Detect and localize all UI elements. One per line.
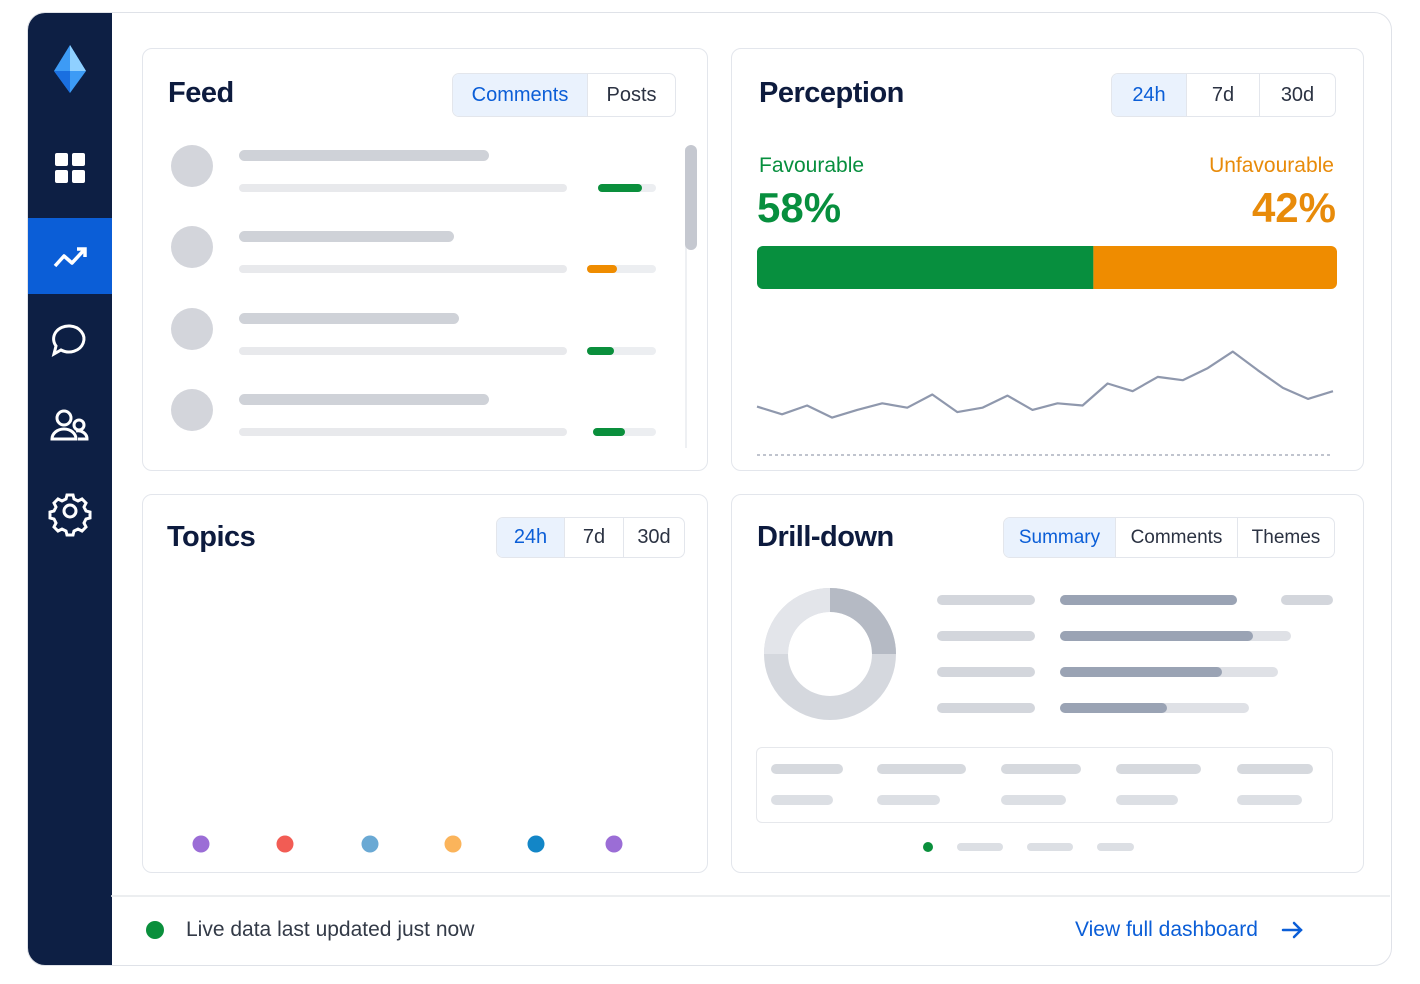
tab[interactable]: 7d: [564, 518, 623, 557]
tab[interactable]: Comments: [1115, 518, 1237, 557]
avatar: [171, 226, 213, 268]
indicator: [587, 347, 614, 355]
nav-trends[interactable]: [53, 247, 87, 268]
drilldown-title: Drill-down: [757, 521, 894, 553]
tab[interactable]: Summary: [1004, 518, 1115, 557]
tab[interactable]: Comments: [453, 74, 587, 116]
nav-comments[interactable]: [51, 324, 86, 358]
skeleton-line: [239, 313, 459, 324]
nav-trends-arrow: [77, 247, 87, 257]
sidebar: [28, 13, 112, 965]
nav-icons: [48, 45, 92, 537]
skeleton-line: [239, 265, 567, 273]
avatar: [171, 145, 213, 187]
active-nav-bg: [28, 218, 112, 294]
tab[interactable]: 30d: [623, 518, 684, 557]
skeleton-line: [239, 347, 567, 355]
nav-users[interactable]: [50, 409, 89, 441]
indicator: [593, 428, 625, 436]
tab[interactable]: 30d: [1259, 74, 1335, 116]
nav-settings[interactable]: [48, 493, 92, 537]
perception-title: Perception: [759, 77, 904, 109]
tab[interactable]: 24h: [1112, 74, 1186, 116]
avatar: [171, 389, 213, 431]
skeleton-line: [239, 428, 567, 436]
unfavourable-label: Unfavourable: [1209, 154, 1334, 177]
indicator: [587, 265, 617, 273]
logo: [54, 45, 86, 93]
footer-link[interactable]: View full dashboard: [1075, 918, 1258, 941]
drilldown-table: [756, 747, 1333, 823]
topics-tabs: 24h 7d 30d: [496, 517, 685, 558]
skeleton-line: [239, 150, 489, 161]
skeleton-line: [239, 394, 489, 405]
feed-tabs: Comments Posts: [452, 73, 676, 117]
tab[interactable]: Themes: [1237, 518, 1334, 557]
favourable-value: 58%: [757, 184, 842, 231]
footer-status: Live data last updated just now: [186, 918, 475, 941]
scroll-thumb: [685, 145, 697, 250]
nav-dashboard[interactable]: [55, 153, 85, 183]
tab[interactable]: 24h: [497, 518, 564, 557]
indicator: [598, 184, 642, 192]
drilldown-tabs: Summary Comments Themes: [1003, 517, 1335, 558]
skeleton-line: [239, 231, 454, 242]
tab[interactable]: 7d: [1186, 74, 1259, 116]
unfavourable-value: 42%: [1251, 184, 1336, 231]
feed-list: [171, 145, 697, 448]
favourable-label: Favourable: [759, 154, 865, 177]
skeleton-line: [239, 184, 567, 192]
perception-tabs: 24h 7d 30d: [1111, 73, 1336, 117]
topics-title: Topics: [167, 521, 256, 553]
feed-title: Feed: [168, 77, 234, 109]
avatar: [171, 308, 213, 350]
tab[interactable]: Posts: [587, 74, 675, 116]
